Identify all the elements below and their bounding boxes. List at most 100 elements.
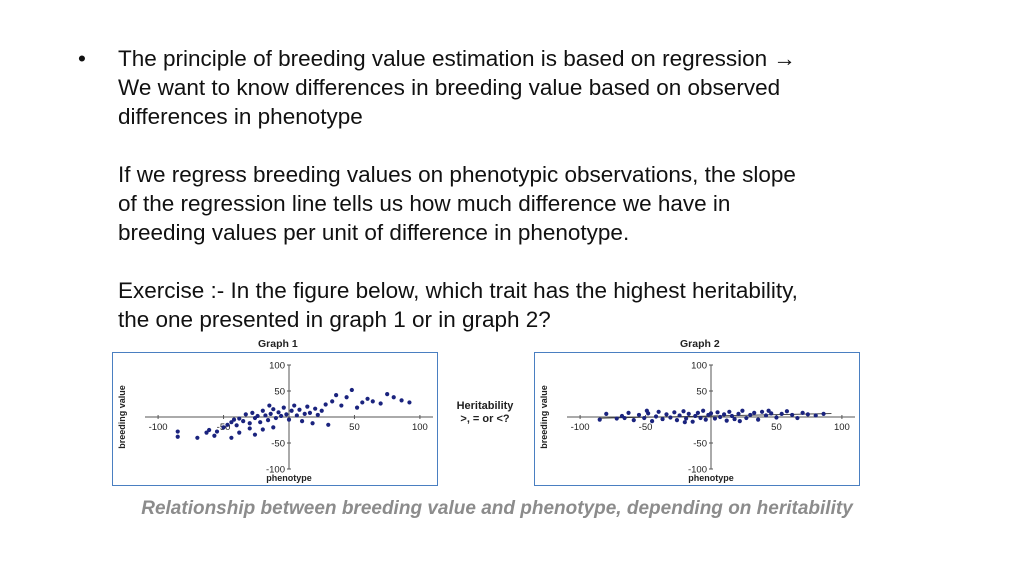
data-point <box>360 400 365 405</box>
data-point <box>701 408 706 413</box>
paragraph-principle: The principle of breeding value estimati… <box>118 44 978 131</box>
data-point <box>703 417 708 422</box>
data-point <box>326 422 331 427</box>
data-point <box>784 409 790 414</box>
data-point <box>260 427 265 432</box>
graph-2-scatter: -100 -50 50 100 100 50 -50 -100 breeding value ph… <box>539 361 855 483</box>
x-tick-label: 100 <box>834 422 850 433</box>
y-tick-label: -100 <box>688 465 707 476</box>
text-line: We want to know differences in breeding … <box>118 75 781 100</box>
x-tick-label: 50 <box>349 422 360 433</box>
data-point <box>736 411 741 416</box>
text-line: breeding values per unit of difference i… <box>118 220 630 245</box>
data-point <box>344 395 349 400</box>
data-point <box>642 415 647 421</box>
data-point <box>294 413 299 418</box>
data-point <box>385 392 390 397</box>
data-point <box>805 412 810 417</box>
data-point <box>636 412 642 418</box>
data-point <box>690 419 695 424</box>
data-point <box>813 413 818 418</box>
x-tick-label: 50 <box>771 422 782 433</box>
data-point <box>790 412 795 418</box>
data-point <box>313 406 318 411</box>
text-line: The principle of breeding value estimati… <box>118 46 796 71</box>
text-line: differences in phenotype <box>118 104 363 129</box>
data-point <box>774 415 779 420</box>
data-point <box>305 404 310 409</box>
data-point <box>660 416 665 422</box>
data-point <box>724 418 729 423</box>
data-point <box>292 403 297 408</box>
data-point <box>237 430 242 435</box>
data-point <box>631 418 636 423</box>
data-point <box>800 410 805 415</box>
text-line: the one presented in graph 1 or in graph… <box>118 307 551 332</box>
data-point <box>243 412 248 417</box>
data-point <box>712 416 718 421</box>
x-tick-label: -50 <box>639 422 653 433</box>
data-point <box>597 417 602 422</box>
data-point <box>744 415 749 421</box>
y-tick-label: 50 <box>696 387 707 398</box>
data-point <box>273 415 279 421</box>
data-point <box>252 432 258 437</box>
data-point <box>212 433 217 438</box>
data-point <box>756 417 761 422</box>
data-point <box>718 414 723 420</box>
data-point <box>698 415 703 421</box>
y-axis-label: breeding value <box>117 385 127 449</box>
data-point <box>715 410 720 415</box>
data-point <box>365 396 370 401</box>
data-point <box>664 412 669 417</box>
data-point <box>681 409 686 414</box>
data-point <box>284 412 289 417</box>
data-point <box>268 411 273 416</box>
data-point <box>271 407 276 412</box>
data-point <box>721 412 727 417</box>
y-tick-label: -50 <box>693 439 707 450</box>
data-point <box>204 430 209 435</box>
data-point <box>323 402 328 407</box>
data-point <box>727 409 732 414</box>
data-point <box>276 410 281 415</box>
data-point <box>297 407 302 412</box>
data-point <box>207 427 212 433</box>
y-axis-label: breeding value <box>539 385 549 449</box>
data-point <box>729 413 735 419</box>
y-tick-label: -100 <box>266 465 285 476</box>
data-point <box>258 420 263 425</box>
data-point <box>653 414 659 419</box>
graph-2-frame: -100 -50 50 100 100 50 -50 -100 breeding value ph… <box>534 352 860 486</box>
data-point <box>769 411 774 416</box>
data-point <box>763 413 769 418</box>
data-point <box>334 393 339 398</box>
data-point <box>302 411 307 416</box>
data-point <box>255 413 260 419</box>
data-point <box>759 409 765 414</box>
data-point <box>622 415 627 421</box>
data-point <box>686 411 691 416</box>
data-point <box>354 405 360 410</box>
data-point <box>668 415 673 420</box>
data-point <box>247 421 252 426</box>
x-tick-label: -100 <box>149 422 168 433</box>
heritability-label: Heritability <box>456 400 514 412</box>
data-point <box>265 418 271 423</box>
comparison-label: >, = or <? <box>460 413 510 425</box>
data-point <box>234 423 239 428</box>
data-point <box>677 413 682 418</box>
data-point <box>672 410 677 415</box>
data-point <box>626 410 631 415</box>
data-point <box>391 395 396 400</box>
data-point <box>195 435 200 440</box>
y-tick-label: 50 <box>274 387 285 398</box>
data-point <box>175 429 180 434</box>
data-point <box>407 400 412 405</box>
data-point <box>614 416 619 421</box>
text-line: If we regress breeding values on phenoty… <box>118 162 796 187</box>
data-point <box>604 411 609 416</box>
data-point <box>740 408 745 413</box>
data-point <box>214 429 220 434</box>
data-point <box>231 417 237 422</box>
